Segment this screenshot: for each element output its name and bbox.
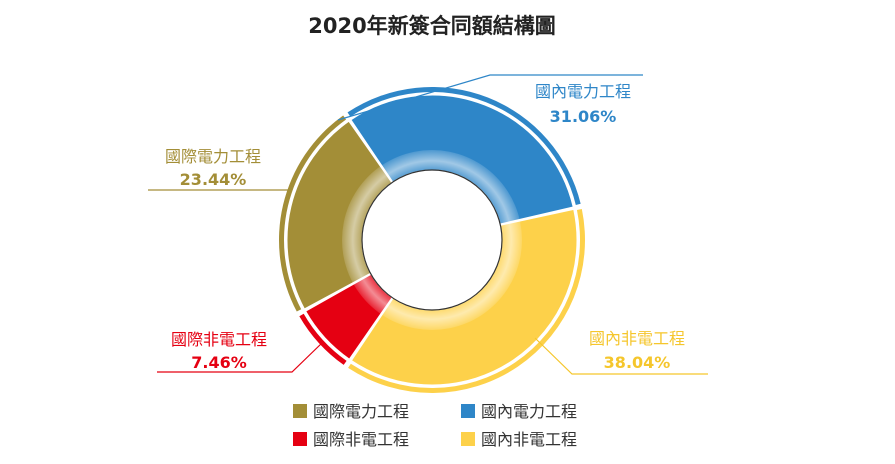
slice-value-國際非電工程: 7.46% — [191, 353, 247, 372]
legend-label-國內非電工程: 國內非電工程 — [481, 430, 577, 449]
slice-value-國內非電工程: 38.04% — [604, 353, 671, 372]
leader-line-國際非電工程 — [157, 341, 324, 373]
legend-label-國內電力工程: 國內電力工程 — [481, 402, 577, 421]
legend-label-國際電力工程: 國際電力工程 — [313, 402, 409, 421]
legend-swatch-國內電力工程 — [461, 404, 475, 418]
legend-swatch-國內非電工程 — [461, 432, 475, 446]
slice-label-國內非電工程: 國內非電工程 — [589, 329, 685, 348]
leader-line-國內非電工程 — [534, 337, 708, 375]
legend-swatch-國際非電工程 — [293, 432, 307, 446]
leader-line-國內電力工程 — [337, 74, 643, 121]
legend-swatch-國際電力工程 — [293, 404, 307, 418]
inner-outline — [361, 169, 503, 311]
slice-label-國際非電工程: 國際非電工程 — [171, 330, 267, 349]
slice-label-國際電力工程: 國際電力工程 — [165, 147, 261, 166]
chart-title: 2020年新簽合同額結構圖 — [308, 14, 555, 38]
slice-label-國內電力工程: 國內電力工程 — [535, 82, 631, 101]
slice-value-國內電力工程: 31.06% — [550, 107, 617, 126]
donut-hole — [362, 170, 502, 310]
slice-callouts: 國內電力工程 31.06% 國內非電工程 38.04% 國際非電工程 7.46% 國際電力工… — [148, 74, 708, 375]
outer-accent-arcs — [279, 87, 585, 393]
slice-value-國際電力工程: 23.44% — [180, 170, 247, 189]
accent-arc-國際非電工程 — [299, 313, 347, 365]
legend-label-國際非電工程: 國際非電工程 — [313, 430, 409, 449]
